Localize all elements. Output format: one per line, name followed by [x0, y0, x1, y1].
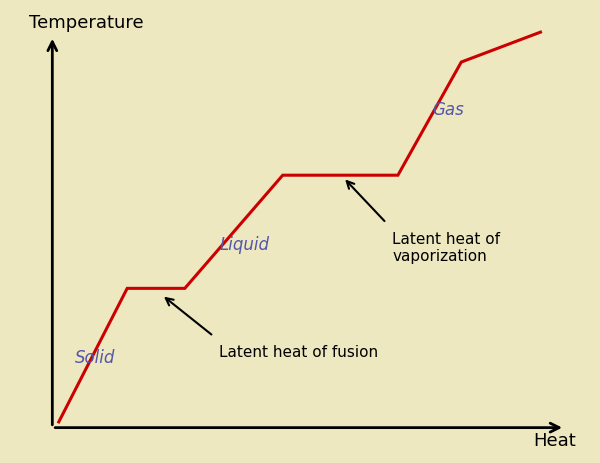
Text: Gas: Gas [433, 101, 464, 119]
Text: Latent heat of fusion: Latent heat of fusion [220, 345, 379, 360]
Text: Heat: Heat [534, 432, 577, 450]
Text: Solid: Solid [76, 349, 116, 367]
Text: Latent heat of
vaporization: Latent heat of vaporization [392, 232, 500, 264]
Text: Temperature: Temperature [29, 13, 144, 31]
Text: Liquid: Liquid [220, 236, 269, 254]
